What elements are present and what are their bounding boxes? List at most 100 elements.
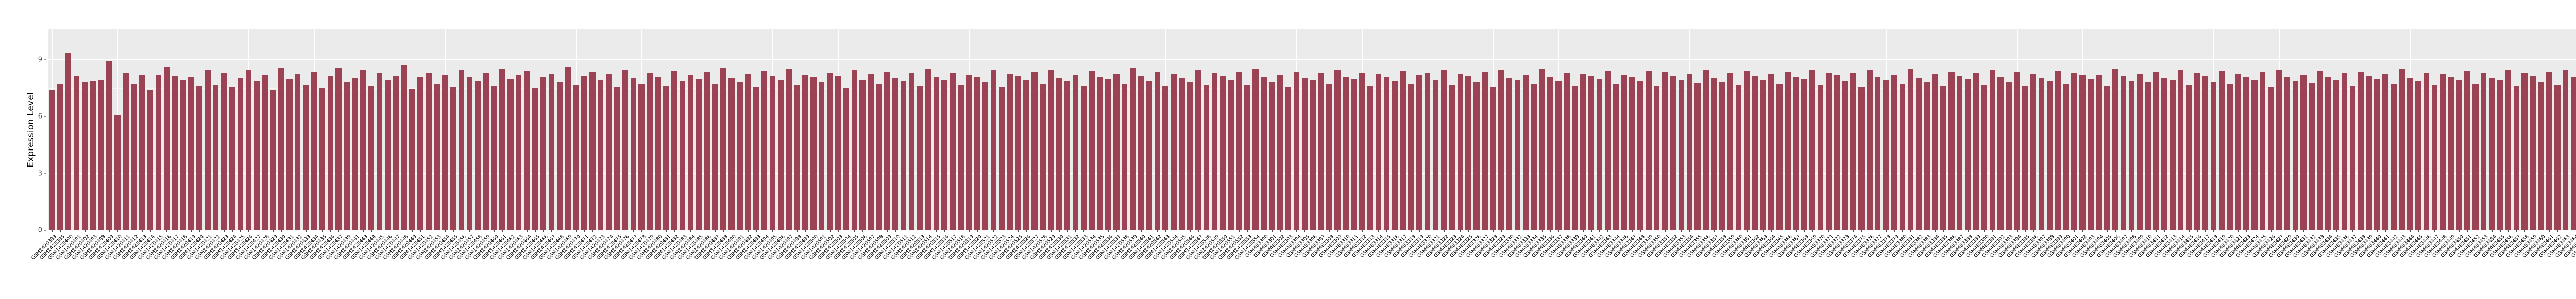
bar[interactable]: [1948, 71, 1955, 230]
bar[interactable]: [1007, 74, 1013, 230]
bar[interactable]: [2407, 78, 2413, 230]
bar[interactable]: [106, 61, 112, 230]
bar[interactable]: [2096, 74, 2102, 230]
bar[interactable]: [2439, 74, 2446, 230]
bar[interactable]: [2137, 73, 2143, 230]
bar[interactable]: [2391, 84, 2397, 230]
bar[interactable]: [1473, 82, 1480, 230]
bar[interactable]: [523, 71, 530, 230]
bar[interactable]: [2349, 86, 2356, 230]
bar[interactable]: [434, 83, 440, 230]
bar[interactable]: [2243, 77, 2249, 230]
bar[interactable]: [2546, 72, 2552, 230]
bar[interactable]: [2513, 86, 2520, 230]
bar[interactable]: [2374, 79, 2380, 230]
bar[interactable]: [2562, 70, 2569, 230]
bar[interactable]: [2259, 72, 2266, 230]
bar[interactable]: [1580, 73, 1586, 230]
bar[interactable]: [90, 81, 96, 230]
bar[interactable]: [188, 77, 194, 230]
bar[interactable]: [376, 73, 383, 230]
bar[interactable]: [966, 74, 972, 230]
bar[interactable]: [278, 67, 284, 230]
bar[interactable]: [548, 73, 555, 230]
bar[interactable]: [1916, 77, 1922, 230]
bar[interactable]: [1719, 81, 1725, 230]
bar[interactable]: [2456, 79, 2462, 230]
bar[interactable]: [1621, 75, 1627, 230]
bar[interactable]: [1646, 70, 1652, 230]
bar[interactable]: [2300, 75, 2307, 230]
bar[interactable]: [655, 76, 661, 230]
bar[interactable]: [1883, 80, 1889, 230]
bar[interactable]: [163, 67, 170, 230]
bar[interactable]: [1793, 77, 1799, 230]
bar[interactable]: [647, 73, 653, 230]
bar[interactable]: [1252, 69, 1259, 230]
bar[interactable]: [1162, 86, 1168, 230]
bar[interactable]: [2128, 81, 2135, 230]
bar[interactable]: [884, 71, 890, 230]
bar[interactable]: [769, 76, 776, 230]
bar[interactable]: [597, 80, 604, 230]
bar[interactable]: [172, 75, 178, 230]
bar[interactable]: [1031, 72, 1038, 230]
bar[interactable]: [319, 88, 326, 230]
bar[interactable]: [2284, 77, 2291, 230]
bar[interactable]: [2014, 72, 2020, 230]
bar[interactable]: [622, 69, 629, 230]
bar[interactable]: [679, 81, 686, 230]
bar[interactable]: [859, 79, 866, 230]
bar[interactable]: [270, 90, 276, 230]
bar[interactable]: [426, 72, 432, 230]
bar[interactable]: [2415, 81, 2421, 230]
bar[interactable]: [1727, 73, 1734, 230]
bar[interactable]: [900, 81, 907, 230]
bar[interactable]: [360, 70, 366, 230]
bar[interactable]: [1629, 77, 1635, 230]
bar[interactable]: [950, 72, 956, 230]
bar[interactable]: [2358, 72, 2364, 230]
bar[interactable]: [1318, 73, 1324, 230]
bar[interactable]: [393, 75, 399, 230]
bar[interactable]: [2227, 84, 2233, 230]
bar[interactable]: [2276, 70, 2282, 230]
bar[interactable]: [671, 70, 677, 230]
bar[interactable]: [417, 77, 423, 230]
bar[interactable]: [1449, 85, 1455, 230]
bar[interactable]: [745, 74, 751, 230]
bar[interactable]: [1228, 80, 1234, 230]
bar[interactable]: [777, 80, 784, 230]
bar[interactable]: [1367, 86, 1374, 230]
bar[interactable]: [49, 90, 55, 230]
bar[interactable]: [1040, 84, 1046, 230]
bar[interactable]: [1973, 73, 1979, 230]
bar[interactable]: [1834, 75, 1840, 230]
bar[interactable]: [2448, 76, 2454, 230]
bar[interactable]: [1097, 77, 1103, 230]
bar[interactable]: [2538, 82, 2544, 230]
bar[interactable]: [941, 79, 947, 230]
bar[interactable]: [2194, 73, 2200, 230]
bar[interactable]: [1383, 77, 1389, 230]
bar[interactable]: [1457, 74, 1464, 230]
bar[interactable]: [1440, 70, 1447, 230]
bar[interactable]: [401, 65, 407, 230]
bar[interactable]: [1179, 77, 1185, 230]
bar[interactable]: [1056, 78, 1062, 230]
bar[interactable]: [1637, 81, 1643, 230]
bar[interactable]: [1138, 76, 1144, 230]
bar[interactable]: [1703, 69, 1709, 230]
bar[interactable]: [2030, 74, 2037, 230]
bar[interactable]: [663, 86, 669, 230]
bar[interactable]: [1129, 68, 1136, 230]
bar[interactable]: [876, 84, 882, 230]
bar[interactable]: [1015, 76, 1021, 230]
bar[interactable]: [998, 87, 1005, 230]
bar[interactable]: [344, 81, 350, 230]
bar[interactable]: [1113, 73, 1120, 230]
bar[interactable]: [2472, 83, 2479, 230]
bar[interactable]: [2079, 75, 2086, 230]
bar[interactable]: [1768, 74, 1774, 230]
bar[interactable]: [213, 84, 219, 230]
